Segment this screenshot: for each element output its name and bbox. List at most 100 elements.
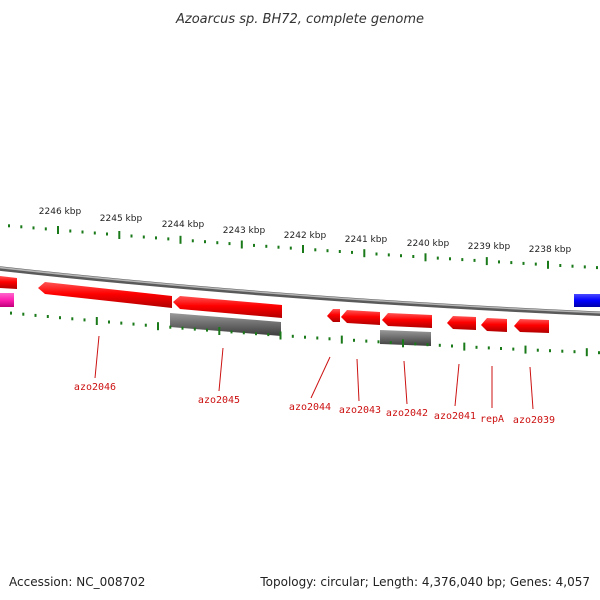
gene-arrow-repA[interactable] — [481, 318, 507, 332]
leader-line — [310, 356, 331, 399]
minor-tick — [267, 333, 270, 337]
gene-label-repA[interactable]: repA — [480, 414, 504, 425]
cds-bar[interactable] — [170, 313, 281, 336]
minor-tick — [328, 337, 331, 341]
minor-tick — [69, 229, 72, 233]
minor-tick — [59, 316, 61, 320]
minor-tick — [414, 342, 417, 346]
gene-label-azo2042[interactable]: azo2042 — [386, 408, 428, 419]
minor-tick — [573, 350, 576, 354]
major-tick — [302, 245, 304, 253]
minor-tick — [242, 331, 245, 335]
minor-tick — [487, 346, 490, 350]
gene-arrow-azo2043[interactable] — [341, 310, 380, 325]
minor-tick — [206, 328, 208, 332]
blue-feature[interactable] — [574, 294, 600, 307]
major-tick — [240, 240, 243, 249]
minor-tick — [181, 326, 184, 330]
map-title: Azoarcus sp. BH72, complete genome — [175, 12, 424, 27]
major-tick — [95, 317, 98, 325]
minor-tick — [498, 260, 500, 264]
minor-tick — [46, 315, 49, 318]
minor-tick — [228, 242, 231, 246]
kbp-label: 2245 kbp — [100, 214, 143, 224]
kbp-label: 2240 kbp — [407, 239, 450, 249]
gene-label-azo2045[interactable]: azo2045 — [198, 395, 240, 406]
minor-tick — [400, 254, 402, 258]
gene-arrow-azo2041[interactable] — [447, 316, 476, 330]
pink-feature[interactable] — [0, 293, 14, 307]
minor-tick — [387, 253, 390, 257]
minor-tick — [120, 321, 123, 325]
major-tick — [218, 327, 221, 335]
gene-arrow-azo2044[interactable] — [327, 309, 340, 322]
gene-label-azo2039[interactable]: azo2039 — [513, 415, 555, 426]
minor-tick — [559, 264, 562, 267]
gene-label-azo2044[interactable]: azo2044 — [289, 402, 331, 413]
minor-tick — [326, 249, 329, 253]
gene-arrow[interactable] — [0, 276, 17, 289]
minor-tick — [32, 226, 35, 230]
major-tick — [485, 257, 488, 266]
minor-tick — [510, 261, 513, 265]
minor-tick — [10, 311, 12, 315]
gene-label-azo2046[interactable]: azo2046 — [74, 382, 116, 393]
leader-line — [218, 347, 224, 392]
leader-line — [94, 335, 100, 379]
minor-tick — [461, 258, 464, 262]
minor-tick — [412, 255, 415, 258]
minor-tick — [522, 261, 525, 265]
leader-line — [454, 363, 460, 407]
minor-tick — [277, 245, 280, 249]
minor-tick — [534, 262, 537, 266]
minor-tick — [571, 264, 574, 268]
leader-line — [403, 360, 408, 405]
gene-arrow-azo2039[interactable] — [514, 319, 549, 333]
minor-tick — [167, 237, 170, 241]
kbp-label: 2246 kbp — [39, 207, 82, 217]
gene-arrow-azo2045[interactable] — [173, 296, 282, 318]
minor-tick — [473, 258, 476, 262]
minor-tick — [512, 347, 515, 351]
minor-tick — [106, 232, 108, 236]
minor-tick — [289, 246, 292, 250]
minor-tick — [71, 317, 74, 321]
minor-tick — [132, 322, 135, 326]
minor-tick — [304, 335, 306, 339]
major-tick — [424, 253, 427, 262]
minor-tick — [314, 248, 317, 252]
inner-tick-track — [10, 311, 600, 357]
minor-tick — [451, 344, 453, 348]
leader-line — [529, 366, 534, 410]
minor-tick — [426, 343, 429, 347]
minor-tick — [438, 343, 441, 347]
minor-tick — [169, 325, 172, 329]
minor-tick — [583, 265, 586, 269]
major-tick — [118, 231, 121, 239]
major-tick — [463, 342, 466, 351]
minor-tick — [265, 244, 268, 248]
gene-arrow-azo2042[interactable] — [382, 313, 432, 328]
minor-tick — [436, 256, 439, 260]
kbp-label: 2243 kbp — [223, 226, 266, 236]
minor-tick — [500, 347, 502, 350]
minor-tick — [561, 349, 564, 353]
gene-label-azo2043[interactable]: azo2043 — [339, 405, 381, 416]
minor-tick — [353, 338, 355, 342]
minor-tick — [230, 330, 233, 334]
major-tick — [402, 339, 404, 348]
minor-tick — [316, 336, 319, 340]
gene-label-azo2041[interactable]: azo2041 — [434, 411, 476, 422]
major-tick — [57, 226, 59, 234]
major-tick — [179, 235, 182, 244]
genome-summary-text: Topology: circular; Length: 4,376,040 bp… — [259, 575, 590, 589]
gene-arrow-azo2046[interactable] — [38, 282, 172, 308]
minor-tick — [44, 227, 47, 231]
gene-label-leaders — [94, 335, 534, 410]
minor-tick — [130, 234, 133, 238]
minor-tick — [377, 340, 380, 344]
genome-backbone — [0, 266, 600, 317]
cds-bar[interactable] — [380, 330, 431, 346]
genome-backbone-highlight — [0, 266, 600, 314]
minor-tick — [536, 348, 539, 352]
